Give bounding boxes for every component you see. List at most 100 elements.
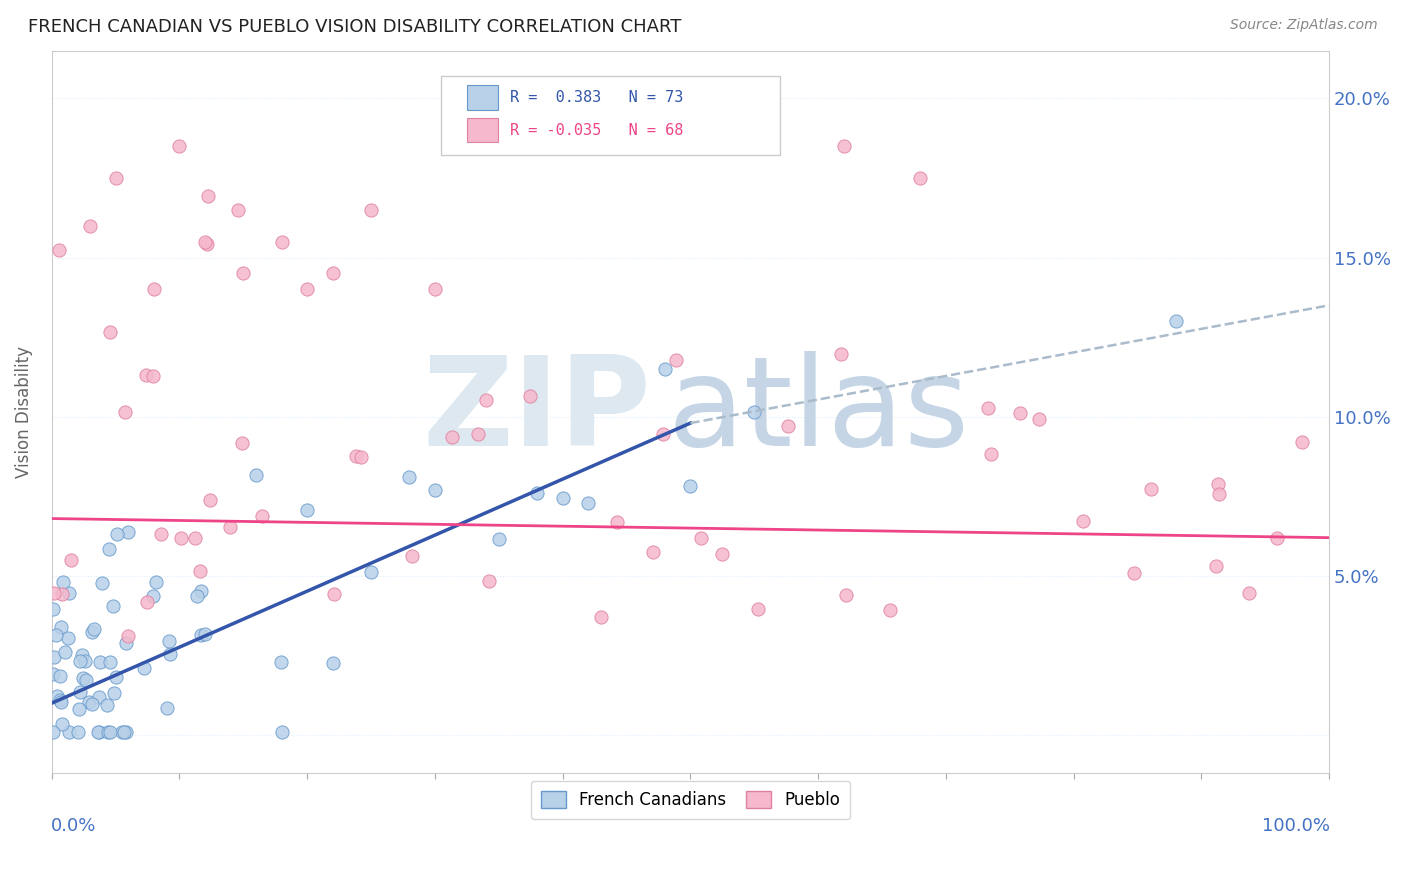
Point xyxy=(77,695,100,709)
Point xyxy=(112,724,135,739)
Point xyxy=(1237,586,1260,600)
Point xyxy=(59,552,82,566)
Point xyxy=(49,693,72,707)
Point xyxy=(48,243,70,257)
Point xyxy=(652,426,675,441)
Point xyxy=(270,724,292,739)
Point xyxy=(115,636,138,650)
Point xyxy=(474,392,496,407)
Point xyxy=(980,447,1002,461)
Point xyxy=(778,419,800,434)
Point xyxy=(1139,482,1161,496)
Point xyxy=(551,491,574,505)
Point xyxy=(104,171,127,186)
Point xyxy=(679,479,702,493)
Point xyxy=(194,235,217,249)
Point xyxy=(1010,406,1032,420)
Point xyxy=(75,653,97,667)
Point xyxy=(654,362,676,376)
Point xyxy=(170,532,193,546)
Point xyxy=(747,602,769,616)
Point xyxy=(1071,514,1094,528)
Point xyxy=(53,645,76,659)
Point xyxy=(103,599,125,614)
Point xyxy=(1028,412,1050,426)
Point xyxy=(44,649,66,664)
Point xyxy=(97,724,120,739)
Point xyxy=(832,139,855,153)
Point xyxy=(117,629,139,643)
Point xyxy=(910,171,932,186)
Point xyxy=(49,619,72,633)
Point xyxy=(228,203,250,218)
Point xyxy=(322,267,344,281)
Point xyxy=(169,139,191,153)
Point xyxy=(135,368,157,382)
Point xyxy=(1208,487,1230,501)
Point xyxy=(398,470,420,484)
Point xyxy=(250,508,273,523)
Point xyxy=(96,698,118,712)
FancyBboxPatch shape xyxy=(467,86,498,110)
Point xyxy=(83,622,105,636)
Point xyxy=(467,427,489,442)
Point xyxy=(142,368,165,383)
Point xyxy=(186,589,208,603)
Point xyxy=(82,697,104,711)
Point xyxy=(114,405,136,419)
Point xyxy=(42,602,65,616)
Point xyxy=(105,527,128,541)
Point xyxy=(519,389,541,403)
Point xyxy=(98,724,121,739)
Point xyxy=(69,685,91,699)
Point xyxy=(75,673,97,688)
Point xyxy=(145,575,167,590)
Point xyxy=(115,724,138,739)
Point xyxy=(830,347,852,361)
Point xyxy=(270,235,292,249)
Point xyxy=(190,583,212,598)
Point xyxy=(87,724,110,739)
Point xyxy=(270,655,292,669)
Point xyxy=(66,724,89,739)
Point xyxy=(51,717,73,731)
FancyBboxPatch shape xyxy=(467,118,498,143)
Point xyxy=(440,430,463,444)
Point xyxy=(423,282,446,296)
Point xyxy=(401,549,423,563)
Point xyxy=(835,588,858,602)
Point xyxy=(103,686,125,700)
Point xyxy=(49,669,72,683)
Point xyxy=(87,724,110,739)
Point xyxy=(70,648,93,662)
Point xyxy=(49,695,72,709)
Text: FRENCH CANADIAN VS PUEBLO VISION DISABILITY CORRELATION CHART: FRENCH CANADIAN VS PUEBLO VISION DISABIL… xyxy=(28,18,682,36)
Point xyxy=(104,669,127,683)
Text: R =  0.383   N = 73: R = 0.383 N = 73 xyxy=(510,90,683,105)
Point xyxy=(197,189,219,203)
Point xyxy=(58,724,80,739)
Point xyxy=(188,564,211,578)
Point xyxy=(488,532,510,546)
Point xyxy=(42,724,65,739)
Point xyxy=(297,503,319,517)
Point xyxy=(742,405,765,419)
Point xyxy=(423,483,446,498)
Point xyxy=(159,634,181,648)
Y-axis label: Vision Disability: Vision Disability xyxy=(15,346,32,478)
Point xyxy=(45,628,67,642)
Point xyxy=(195,237,218,252)
Point xyxy=(194,627,217,641)
Point xyxy=(111,724,134,739)
Point xyxy=(478,574,501,588)
Point xyxy=(879,603,901,617)
Point xyxy=(665,352,688,367)
Point xyxy=(44,586,66,600)
Point xyxy=(42,666,65,681)
Text: 100.0%: 100.0% xyxy=(1263,816,1330,835)
Point xyxy=(1205,559,1227,574)
Point xyxy=(56,631,79,645)
Point xyxy=(350,450,373,464)
Point xyxy=(79,219,101,233)
FancyBboxPatch shape xyxy=(441,76,780,155)
